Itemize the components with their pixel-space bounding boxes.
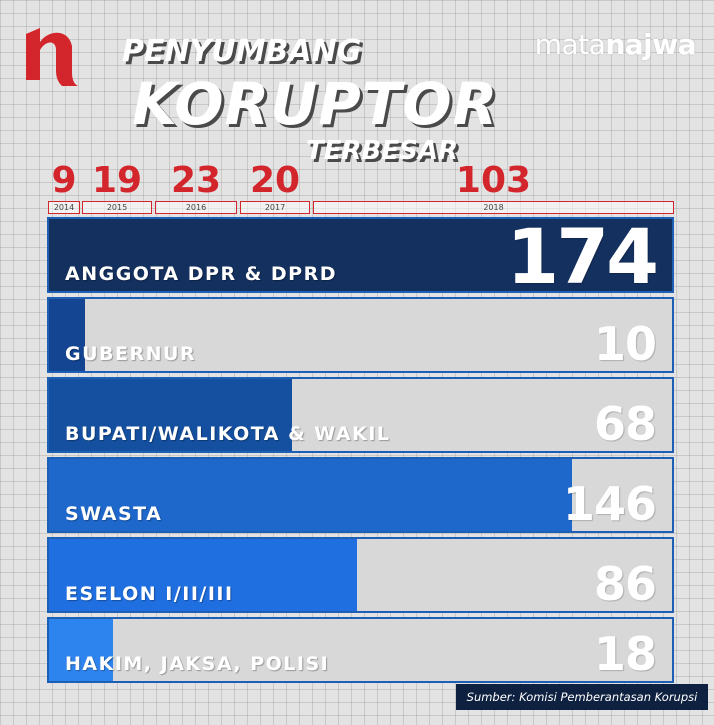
bar-row: ANGGOTA DPR & DPRD 174 — [47, 217, 674, 293]
bar-value-label: 174 — [506, 217, 659, 293]
title-line1: PENYUMBANG — [122, 34, 362, 69]
bar-row: ESELON I/II/III 86 — [47, 537, 674, 613]
brand-wordmark: matanajwa — [534, 28, 697, 61]
bar-fill — [49, 539, 357, 611]
year-count-2017: 20 — [249, 160, 301, 201]
bar-fill — [49, 219, 672, 291]
title-line3: TERBESAR — [306, 136, 458, 166]
bar-value-label: 18 — [593, 627, 657, 681]
bar-value-label: 68 — [593, 397, 657, 451]
year-count-2018: 103 — [455, 160, 532, 201]
bar-category-label: HAKIM, JAKSA, POLISI — [65, 653, 330, 675]
year-count-2014: 9 — [51, 160, 77, 201]
bar-category-label: GUBERNUR — [65, 343, 197, 365]
bar-fill — [49, 379, 292, 451]
bar-row: SWASTA 146 — [47, 457, 674, 533]
year-label-2014: 2014 — [48, 201, 80, 214]
bar-fill — [49, 459, 572, 531]
bar-row: BUPATI/WALIKOTA & WAKIL 68 — [47, 377, 674, 453]
bar-category-label: ANGGOTA DPR & DPRD — [65, 263, 337, 285]
year-label-2018: 2018 — [313, 201, 674, 214]
brand-part2: najwa — [605, 28, 696, 61]
bar-value-label: 10 — [593, 317, 657, 371]
bar-category-label: BUPATI/WALIKOTA & WAKIL — [65, 423, 391, 445]
year-count-2015: 19 — [91, 160, 143, 201]
title-line2: KORUPTOR — [132, 70, 499, 138]
bar-fill — [49, 619, 113, 681]
brand-part1: mata — [534, 28, 606, 61]
bar-value-label: 86 — [593, 557, 657, 611]
year-label-2016: 2016 — [155, 201, 237, 214]
bar-row: GUBERNUR 10 — [47, 297, 674, 373]
najwa-n-logo-icon — [26, 28, 78, 86]
bar-fill — [49, 299, 85, 371]
bar-row: HAKIM, JAKSA, POLISI 18 — [47, 617, 674, 683]
year-label-2017: 2017 — [240, 201, 310, 214]
bar-value-label: 146 — [562, 477, 657, 531]
bar-category-label: ESELON I/II/III — [65, 583, 234, 605]
bar-category-label: SWASTA — [65, 503, 163, 525]
year-label-2015: 2015 — [82, 201, 152, 214]
source-caption: Sumber: Komisi Pemberantasan Korupsi — [456, 684, 708, 710]
year-count-2016: 23 — [170, 160, 222, 201]
